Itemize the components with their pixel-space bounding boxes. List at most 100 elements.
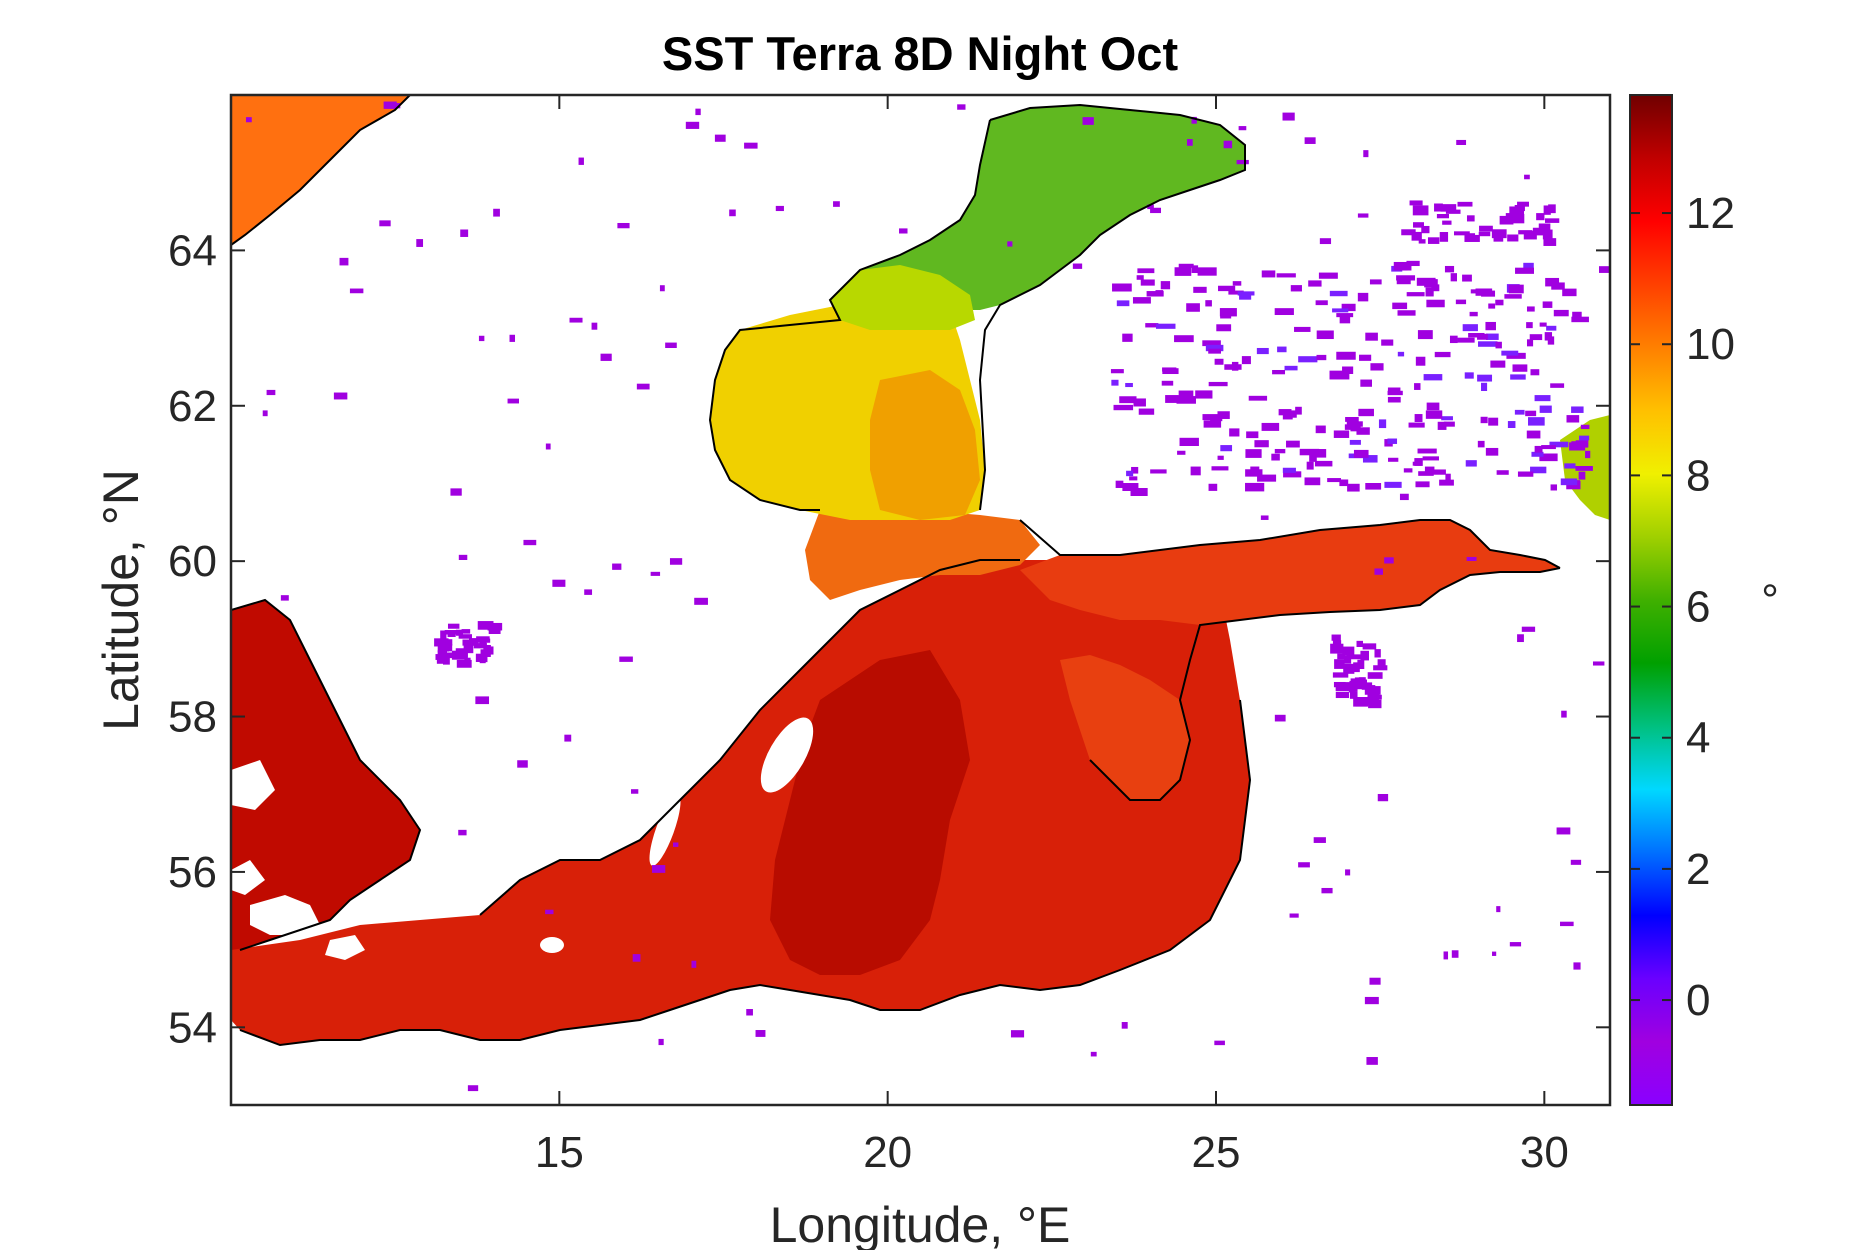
invalid-pixel — [1363, 150, 1369, 158]
invalid-pixel — [517, 760, 528, 768]
invalid-pixel — [1445, 209, 1461, 214]
invalid-pixel — [1353, 449, 1369, 458]
invalid-pixel — [1176, 396, 1196, 404]
invalid-pixel — [1334, 659, 1345, 669]
invalid-pixel — [1444, 265, 1455, 273]
invalid-pixel — [1549, 441, 1569, 448]
invalid-pixel — [1329, 370, 1350, 380]
invalid-pixel — [1572, 311, 1582, 319]
invalid-pixel — [1306, 461, 1314, 470]
invalid-pixel — [1526, 430, 1541, 439]
invalid-pixel — [1321, 887, 1333, 894]
invalid-pixel — [475, 696, 490, 705]
invalid-pixel — [1550, 383, 1565, 388]
invalid-pixel — [1205, 300, 1212, 307]
invalid-pixel — [1580, 424, 1590, 430]
invalid-pixel — [1193, 286, 1207, 293]
invalid-pixel — [1397, 310, 1416, 316]
colorbar-tick-label: 10 — [1686, 320, 1735, 369]
invalid-pixel — [1434, 203, 1443, 212]
invalid-pixel — [1528, 417, 1545, 426]
invalid-pixel — [475, 653, 484, 662]
invalid-pixel — [483, 646, 494, 655]
invalid-pixel — [266, 389, 276, 396]
invalid-pixel — [1294, 326, 1311, 332]
colorbar-tick-label: 8 — [1686, 451, 1710, 500]
invalid-pixel — [1417, 448, 1437, 454]
island-oland — [649, 794, 681, 866]
invalid-pixel — [1146, 291, 1164, 297]
invalid-pixel — [487, 622, 503, 631]
invalid-pixel — [447, 623, 460, 629]
invalid-pixel — [1396, 278, 1411, 285]
invalid-pixel — [1155, 323, 1176, 329]
invalid-pixel — [1190, 466, 1201, 476]
invalid-pixel — [1345, 869, 1351, 876]
island-gotland — [760, 717, 814, 793]
invalid-pixel — [1228, 290, 1244, 295]
invalid-pixel — [1364, 686, 1381, 695]
colorbar-tick-label: 12 — [1686, 189, 1735, 238]
invalid-pixel — [1545, 277, 1560, 287]
invalid-pixel — [1414, 458, 1423, 466]
invalid-pixel — [1592, 661, 1605, 666]
invalid-pixel — [1137, 268, 1155, 274]
invalid-pixel — [1315, 425, 1326, 434]
invalid-pixel — [1308, 280, 1322, 287]
invalid-pixel — [636, 383, 650, 390]
invalid-pixel — [1332, 672, 1349, 678]
invalid-pixel — [1377, 793, 1389, 802]
invalid-pixel — [1165, 395, 1179, 403]
invalid-pixel — [507, 398, 519, 404]
invalid-pixel — [1510, 374, 1526, 380]
invalid-pixel — [1272, 369, 1286, 375]
invalid-pixel — [1414, 383, 1421, 390]
invalid-pixel — [1274, 308, 1294, 316]
invalid-pixel — [1223, 140, 1233, 149]
invalid-pixel — [464, 657, 471, 666]
invalid-pixel — [523, 539, 537, 546]
invalid-pixel — [1441, 416, 1453, 421]
invalid-pixel — [1290, 285, 1302, 292]
invalid-pixel — [1374, 649, 1381, 658]
invalid-pixel — [1277, 346, 1287, 353]
invalid-pixel — [1393, 261, 1408, 271]
invalid-pixel — [1543, 238, 1557, 246]
invalid-pixel — [1466, 215, 1475, 222]
invalid-pixel — [1585, 450, 1591, 459]
invalid-pixel — [1370, 363, 1384, 371]
invalid-pixel — [1314, 460, 1333, 467]
invalid-pixel — [1436, 213, 1450, 219]
invalid-pixel — [1330, 643, 1344, 654]
invalid-pixel — [617, 222, 630, 229]
invalid-pixel — [1232, 281, 1242, 286]
invalid-pixel — [1116, 300, 1130, 307]
invalid-pixel — [1451, 950, 1459, 958]
invalid-pixel — [1406, 292, 1425, 297]
invalid-pixel — [1462, 274, 1472, 282]
invalid-pixel — [1191, 116, 1197, 124]
invalid-pixel — [1345, 416, 1359, 422]
invalid-pixel — [1490, 360, 1506, 368]
invalid-pixel — [437, 650, 448, 658]
invalid-pixel — [1161, 380, 1174, 386]
invalid-pixel — [957, 104, 966, 110]
invalid-pixel — [1344, 424, 1351, 430]
invalid-pixel — [463, 645, 474, 654]
invalid-pixel — [1579, 435, 1590, 441]
invalid-pixel — [1339, 479, 1349, 487]
invalid-pixel — [1239, 293, 1252, 300]
invalid-pixel — [1425, 287, 1434, 297]
invalid-pixel — [1214, 1040, 1225, 1046]
invalid-pixel — [1254, 440, 1269, 448]
invalid-pixel — [1541, 445, 1556, 450]
invalid-pixel — [1231, 361, 1239, 371]
invalid-pixel — [1529, 334, 1543, 341]
invalid-pixel — [1218, 285, 1236, 292]
invalid-pixel — [280, 595, 289, 601]
invalid-pixel — [1214, 358, 1224, 365]
invalid-pixel — [1409, 200, 1423, 206]
danish-islands — [231, 760, 365, 960]
sst-aland-sea — [805, 505, 1040, 600]
sst-gulf-of-finland — [1020, 520, 1560, 625]
